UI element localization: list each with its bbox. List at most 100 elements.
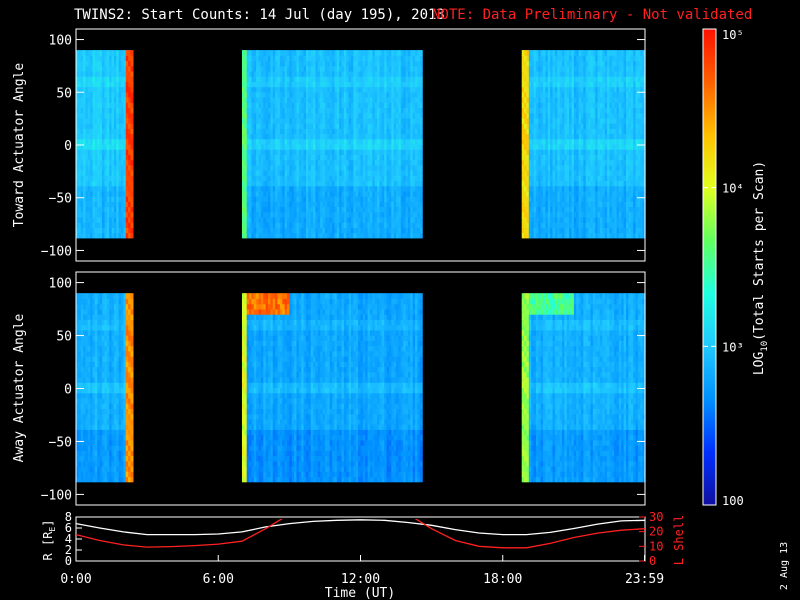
heatmap-cell (320, 50, 324, 56)
heatmap-cell (90, 180, 94, 187)
heatmap-cell (554, 102, 558, 109)
heatmap-cell (270, 149, 274, 155)
heatmap-cell (329, 211, 333, 218)
heatmap-cell (241, 170, 245, 176)
heatmap-cell (369, 149, 373, 155)
heatmap-cell (116, 149, 120, 155)
heatmap-cell (374, 196, 378, 202)
heatmap-cell (360, 222, 364, 228)
heatmap-cell (569, 227, 573, 234)
heatmap-cell (358, 112, 362, 119)
heatmap-cell (398, 227, 402, 234)
heatmap-cell (576, 164, 580, 171)
heatmap-cell (360, 164, 364, 171)
heatmap-cell (301, 185, 305, 192)
heatmap-cell (580, 123, 584, 129)
heatmap-cell (526, 170, 530, 176)
heatmap-cell (87, 123, 91, 129)
heatmap-cell (557, 86, 561, 93)
heatmap-cell (244, 164, 248, 171)
heatmap-cell (296, 91, 300, 98)
heatmap-cell (305, 76, 309, 82)
heatmap-cell (341, 175, 345, 182)
heatmap-cell (244, 65, 248, 72)
heatmap-cell (566, 196, 570, 202)
heatmap-cell (249, 128, 253, 135)
heatmap-cell (317, 81, 321, 88)
heatmap-cell (569, 232, 573, 239)
heatmap-cell (327, 60, 331, 67)
heatmap-cell (121, 170, 125, 176)
heatmap-cell (253, 185, 257, 192)
heatmap-cell (564, 128, 568, 135)
heatmap-cell (272, 185, 276, 192)
heatmap-cell (521, 170, 525, 176)
heatmap-cell (106, 227, 110, 234)
heatmap-cell (393, 70, 397, 77)
heatmap-cell (377, 149, 381, 155)
heatmap-cell (365, 97, 369, 103)
heatmap-cell (419, 206, 423, 213)
heatmap-cell (595, 55, 599, 62)
heatmap-cell (609, 50, 613, 56)
heatmap-cell (592, 149, 596, 155)
heatmap-cell (294, 107, 298, 114)
heatmap-cell (329, 60, 333, 67)
heatmap-cell (289, 185, 293, 192)
heatmap-cell (547, 211, 551, 218)
heatmap-cell (526, 216, 530, 223)
heatmap-cell (545, 76, 549, 82)
heatmap-cell (282, 107, 286, 114)
heatmap-cell (268, 154, 272, 161)
heatmap-cell (282, 196, 286, 202)
heatmap-cell (405, 227, 409, 234)
heatmap-cell (327, 138, 331, 145)
heatmap-cell (339, 227, 343, 234)
heatmap-cell (343, 185, 347, 192)
heatmap-cell (367, 154, 371, 161)
heatmap-cell (87, 50, 91, 56)
heatmap-cell (78, 227, 82, 234)
heatmap-cell (552, 50, 556, 56)
heatmap-cell (78, 196, 82, 202)
heatmap-cell (275, 123, 279, 129)
heatmap-cell (94, 55, 98, 62)
heatmap-cell (282, 138, 286, 145)
heatmap-cell (329, 190, 333, 197)
heatmap-cell (313, 185, 317, 192)
heatmap-cell (258, 76, 262, 82)
heatmap-cell (585, 196, 589, 202)
heatmap-cell (405, 222, 409, 228)
heatmap-cell (121, 201, 125, 208)
heatmap-cell (540, 112, 544, 119)
heatmap-cell (275, 60, 279, 67)
heatmap-cell (279, 107, 283, 114)
heatmap-cell (90, 211, 94, 218)
heatmap-cell (388, 81, 392, 88)
heatmap-cell (531, 81, 535, 88)
heatmap-cell (94, 216, 98, 223)
heatmap-cell (324, 112, 328, 119)
heatmap-cell (396, 128, 400, 135)
heatmap-cell (315, 170, 319, 176)
heatmap-cell (87, 117, 91, 124)
heatmap-cell (121, 222, 125, 228)
heatmap-cell (246, 159, 250, 166)
heatmap-cell (310, 133, 314, 140)
heatmap-cell (97, 180, 101, 187)
heatmap-cell (263, 232, 267, 239)
heatmap-cell (583, 227, 587, 234)
heatmap-cell (360, 185, 364, 192)
heatmap-cell (313, 227, 317, 234)
heatmap-cell (94, 81, 98, 88)
heatmap-cell (291, 60, 295, 67)
heatmap-cell (121, 107, 125, 114)
heatmap-cell (296, 133, 300, 140)
heatmap-cell (415, 133, 418, 140)
heatmap-cell (391, 180, 395, 187)
heatmap-cell (597, 65, 601, 72)
heatmap-cell (419, 76, 423, 82)
heatmap-cell (599, 91, 603, 98)
heatmap-cell (263, 86, 267, 93)
heatmap-cell (607, 190, 611, 197)
